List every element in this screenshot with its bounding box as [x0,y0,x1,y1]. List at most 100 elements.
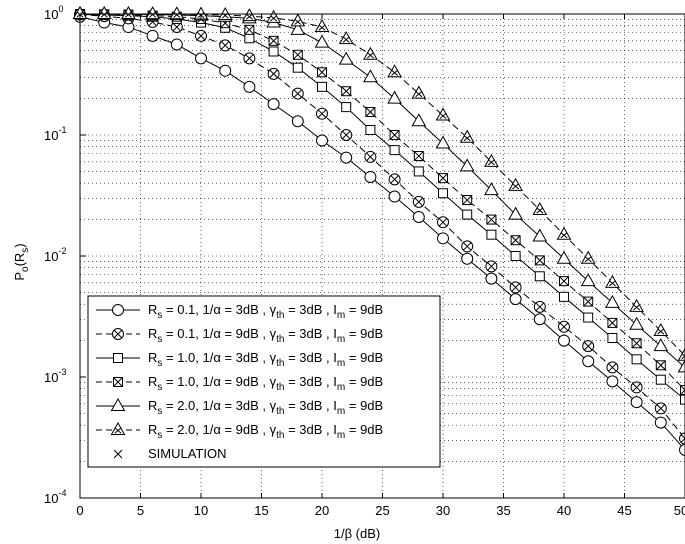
data-point [605,274,620,288]
axis-labels: 1/β (dB) Po(Rs) [12,243,380,541]
x-tick-label: 40 [557,503,571,518]
data-point [340,151,353,164]
data-point [654,402,667,415]
data-point [340,129,353,141]
data-point [438,188,448,199]
data-point [364,150,377,163]
data-point [558,334,570,347]
data-point [484,182,499,196]
y-axis-label: Po(Rs) [12,243,31,280]
data-point [462,195,473,206]
data-point [508,206,523,220]
legend-label: Rs = 1.0, 1/α = 9dB , γth = 3dB , Im = 9… [148,374,383,393]
x-tick-label: 30 [436,503,450,518]
data-point [435,107,451,121]
data-point [291,87,304,100]
y-tick-label: 10-4 [44,488,66,506]
data-point [146,29,159,42]
data-point [267,67,280,80]
data-point [582,340,595,353]
data-point [508,177,523,191]
data-point [314,19,330,33]
data-point [653,338,669,352]
legend-marker [110,397,126,411]
legend-entry: Rs = 0.1, 1/α = 3dB , γth = 3dB , Im = 9… [96,302,383,321]
data-point [630,381,643,394]
data-point [485,272,498,285]
x-tick-label: 50 [674,503,685,518]
data-point [292,49,303,60]
data-point [291,115,304,128]
data-point [654,416,667,429]
data-point [316,134,328,147]
data-point [363,69,378,83]
data-point [680,394,685,405]
x-tick-label: 20 [315,503,329,518]
data-point [317,81,327,92]
x-tick-label: 5 [137,503,144,518]
data-point [679,443,685,456]
data-point [316,107,328,120]
legend-label: Rs = 1.0, 1/α = 3dB , γth = 3dB , Im = 9… [148,350,383,369]
data-point [607,317,618,328]
data-point [195,29,207,42]
x-axis-label: 1/β (dB) [334,526,381,541]
legend-label: Rs = 0.1, 1/α = 3dB , γth = 3dB , Im = 9… [148,302,383,321]
data-point [631,338,642,349]
x-tick-label: 35 [496,503,510,518]
legend-label: Rs = 0.1, 1/α = 9dB , γth = 3dB , Im = 9… [148,326,383,345]
data-point [389,130,400,140]
data-point [583,312,594,323]
legend-marker [112,304,124,316]
data-point [606,375,619,388]
data-point [629,316,644,330]
data-point [459,129,475,143]
data-point [438,173,448,184]
data-point [606,361,619,374]
data-point [655,360,666,371]
x-tick-label: 45 [617,503,631,518]
data-point [243,80,256,93]
data-point [388,190,401,203]
legend-entry: Rs = 2.0, 1/α = 3dB , γth = 3dB , Im = 9… [96,397,383,417]
data-point [365,106,376,117]
y-tick-label: 10-3 [44,367,66,385]
data-point [290,21,306,35]
y-tick-label: 10-1 [44,125,66,143]
data-point [341,86,352,97]
legend-marker [113,353,123,363]
data-point [338,51,354,65]
data-point [559,291,569,302]
legend-entry: Rs = 1.0, 1/α = 9dB , γth = 3dB , Im = 9… [96,374,383,393]
data-point [630,396,643,409]
data-point [244,33,255,44]
data-point [290,13,306,27]
data-point [317,67,327,78]
data-point [268,35,279,46]
data-point [461,252,474,265]
data-point [268,46,279,57]
data-point [341,102,352,113]
data-point [412,211,425,224]
data-point [244,24,255,35]
data-point [364,170,377,183]
data-point [533,300,546,313]
data-point [389,145,400,156]
data-point [242,8,257,22]
legend-marker [112,328,124,340]
data-point [437,216,449,229]
data-point [677,359,685,373]
data-point [219,64,232,77]
data-point [605,294,620,308]
legend-entry: Rs = 2.0, 1/α = 9dB , γth = 3dB , Im = 9… [96,421,383,441]
data-point [510,235,521,246]
data-point [679,432,685,445]
data-point [580,273,596,287]
data-point [631,354,642,365]
data-point [653,322,669,336]
data-point [580,250,596,264]
data-point [169,6,185,20]
data-point [195,52,207,65]
x-tick-label: 0 [76,503,83,518]
